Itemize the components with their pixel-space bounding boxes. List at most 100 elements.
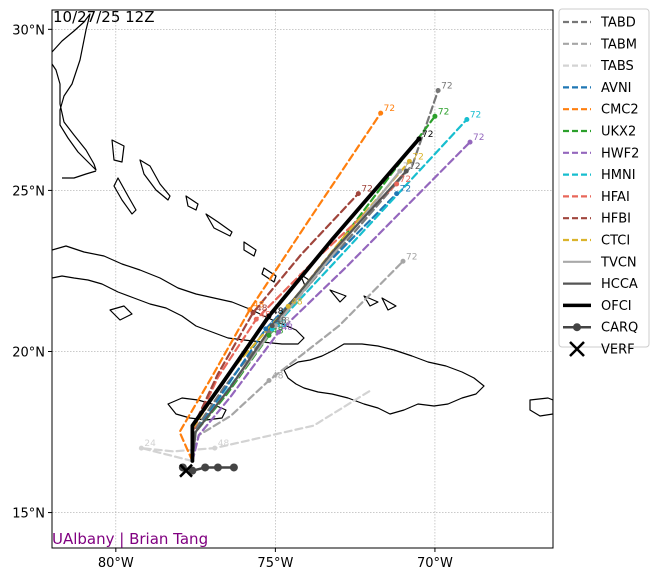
track-point-avni [394, 191, 400, 197]
track-point-hmni [464, 117, 470, 123]
track-point-hfai [253, 316, 259, 322]
carq-point [201, 463, 210, 472]
hour-label-hcca: 48 [275, 317, 287, 327]
hispaniola-coastline [283, 343, 485, 415]
track-point-tabd [435, 88, 441, 94]
track-point-hfbi [355, 191, 361, 197]
track-cmc2 [178, 111, 382, 463]
hour-label-cmc2: 72 [384, 104, 395, 114]
y-tick-label: 15°N [12, 507, 45, 522]
bahamas-islands [113, 177, 137, 215]
hour-label-tabd: 72 [441, 82, 452, 92]
x-tick-label: 75°W [257, 556, 293, 571]
x-tick-label: 80°W [98, 556, 134, 571]
track-point-ctci [406, 158, 412, 164]
puerto-rico-coastline [529, 397, 553, 417]
track-point-cmc2 [247, 307, 253, 313]
hour-label-hfai: 72 [400, 175, 411, 185]
y-tick-label: 20°N [12, 345, 45, 360]
grid-lines [52, 10, 553, 548]
y-tick-label: 25°N [12, 184, 45, 199]
carq-point [188, 466, 197, 475]
hour-label-hfbi: 72 [361, 185, 372, 195]
hour-label-ctci: 48 [291, 297, 303, 307]
y-axis-ticks: 15°N 20°N 25°N 30°N [12, 23, 52, 522]
bahamas-islands [111, 139, 125, 163]
track-point-ukx2 [432, 113, 438, 119]
track-point-hcca [403, 168, 409, 174]
track-point-hfbi [250, 310, 256, 316]
hour-label-hwf2: 72 [473, 133, 484, 143]
hour-label-hfbi: 48 [256, 304, 268, 314]
legend-label-hmni: HMNI [601, 168, 636, 183]
florida-coastline [52, 13, 97, 171]
legend-label-hfai: HFAI [601, 190, 630, 205]
track-point-cmc2 [378, 110, 384, 116]
hour-label-hwf2: 48 [282, 323, 294, 333]
hour-label-hmni: 72 [470, 111, 481, 121]
hour-label-tvcn: 72 [403, 162, 414, 172]
florida-keys [62, 170, 97, 179]
legend: TABD TABM TABS AVNI CMC2 UKX2 HWF2 HMNI HFAI HFBI… [558, 8, 650, 358]
carq-point [229, 463, 238, 472]
x-tick-label: 70°W [417, 556, 453, 571]
hour-label-ukx2: 72 [438, 107, 449, 117]
bahamas-islands [329, 289, 347, 303]
verf-marker [179, 463, 193, 478]
coastline-map [52, 13, 553, 421]
track-point-hwf2 [276, 329, 282, 335]
cuba-coastline [52, 245, 305, 345]
track-point-hwf2 [467, 139, 473, 145]
legend-label-avni: AVNI [601, 81, 632, 96]
track-point-tabm [266, 377, 272, 383]
track-point-ukx2 [266, 332, 272, 338]
track-point-tabm [400, 258, 406, 264]
bahamas-islands [139, 159, 171, 201]
carq-point [213, 463, 222, 472]
legend-label-tabs: TABS [600, 59, 634, 74]
bahamas-islands [243, 241, 257, 257]
hour-label-cmc2: 48 [253, 301, 265, 311]
chart-title: 10/27/25 12Z [53, 8, 155, 26]
hour-label-tabm: 72 [406, 252, 417, 262]
track-point-tvcn [397, 168, 403, 174]
legend-label-tvcn: TVCN [600, 255, 637, 270]
track-point-tabs [212, 445, 218, 451]
legend-label-ctci: CTCI [601, 234, 630, 249]
legend-label-tabm: TABM [600, 37, 637, 52]
bahamas-islands [381, 297, 397, 311]
hour-label-ctci: 72 [412, 152, 423, 162]
track-ofci [190, 136, 421, 463]
track-point-ctci [285, 303, 291, 309]
hour-label-tabd: 48 [272, 323, 284, 333]
hour-label-avni: 72 [400, 185, 411, 195]
track-hcca [191, 170, 408, 463]
legend-label-hwf2: HWF2 [601, 146, 639, 161]
track-point-ofci [416, 136, 422, 142]
bahamas-islands [205, 213, 233, 237]
hour-label-tabs: 48 [218, 439, 230, 449]
isla-juventud [109, 305, 133, 321]
track-point-hfai [394, 181, 400, 187]
hour-label-hmni: 48 [275, 320, 287, 330]
track-hwf2 [191, 141, 472, 463]
x-axis-ticks: 80°W 75°W 70°W [98, 548, 453, 571]
legend-swatch-verf [569, 341, 585, 357]
legend-label-tabd: TABD [600, 16, 636, 31]
hour-label-tabm: 48 [272, 371, 284, 381]
plot-frame [51, 9, 554, 549]
forecast-hour-labels: 4872487224484872487248724872487248724872… [138, 82, 484, 451]
legend-label-verf: VERF [601, 343, 635, 358]
credit-label: UAlbany | Brian Tang [52, 530, 208, 548]
hour-label-tabs: 24 [144, 439, 156, 449]
jamaica-coastline [167, 397, 227, 421]
track-point-avni [263, 326, 269, 332]
track-point-tabs [138, 445, 144, 451]
hour-label-ofci: 72 [422, 130, 433, 140]
hour-label-ofci: 48 [272, 307, 284, 317]
legend-label-ofci: OFCI [601, 299, 632, 314]
bahamas-islands [363, 295, 379, 307]
legend-label-carq: CARQ [601, 321, 638, 336]
hour-label-hfai: 48 [259, 310, 271, 320]
